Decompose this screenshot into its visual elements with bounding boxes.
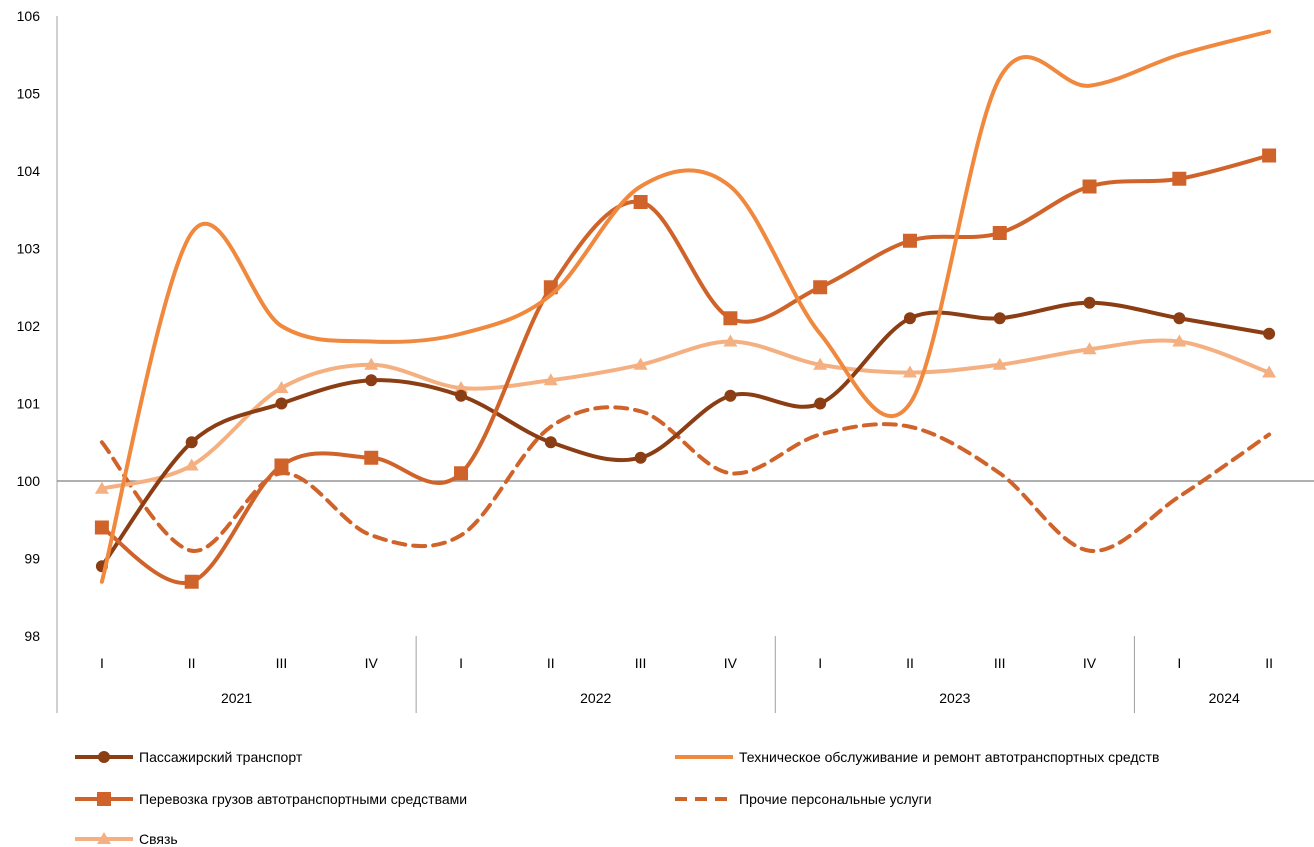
- series-2-point: [454, 466, 469, 481]
- series-4-point: [902, 365, 917, 378]
- y-tick-label: 99: [24, 551, 40, 567]
- y-tick-label: 106: [17, 8, 41, 24]
- series-2-point: [633, 195, 648, 209]
- legend-item: Прочие персональные услуги: [675, 791, 932, 807]
- x-tick-label: II: [906, 655, 914, 671]
- series-1-line: [99, 29, 1272, 584]
- x-tick-label: I: [818, 655, 822, 671]
- legend-item: Перевозка грузов автотранспортными средс…: [75, 791, 467, 807]
- legend-label: Прочие персональные услуги: [739, 791, 932, 807]
- legend-item: Техническое обслуживание и ремонт автотр…: [675, 749, 1159, 765]
- series-2-point: [1082, 179, 1097, 194]
- y-tick-label: 105: [17, 86, 41, 102]
- legend-label: Связь: [139, 831, 178, 847]
- x-year-label: 2022: [580, 690, 611, 706]
- legend-swatch-marker: [97, 832, 111, 844]
- x-tick-label: II: [547, 655, 555, 671]
- x-tick-label: III: [276, 655, 288, 671]
- y-tick-label: 101: [17, 396, 41, 412]
- legend-label: Техническое обслуживание и ремонт автотр…: [739, 749, 1159, 765]
- series-4-point: [1082, 342, 1097, 355]
- x-year-label: 2024: [1209, 690, 1240, 706]
- x-tick-label: I: [459, 655, 463, 671]
- series-2-point: [364, 450, 379, 465]
- x-year-label: 2021: [221, 690, 252, 706]
- series-2-point: [813, 280, 828, 295]
- series-0-point: [903, 312, 916, 325]
- series-4-point: [633, 357, 648, 370]
- legend-label: Перевозка грузов автотранспортными средс…: [139, 791, 467, 807]
- x-tick-label: IV: [365, 655, 379, 671]
- x-tick-label: II: [188, 655, 196, 671]
- x-year-label: 2023: [939, 690, 970, 706]
- x-tick-label: III: [994, 655, 1006, 671]
- legend-swatch-marker: [98, 751, 110, 763]
- series-4-point: [1172, 334, 1187, 347]
- y-tick-label: 100: [17, 473, 41, 489]
- legend-item: Связь: [75, 831, 178, 847]
- x-tick-label: II: [1265, 655, 1273, 671]
- x-tick-label: I: [1177, 655, 1181, 671]
- series-2-point: [992, 226, 1007, 240]
- series-0-point: [1263, 327, 1276, 340]
- series-2-point: [94, 520, 109, 535]
- series-2-point: [1172, 171, 1187, 186]
- series-4-point: [454, 381, 469, 393]
- series-4-point: [1262, 365, 1277, 378]
- series-0-point: [365, 374, 378, 387]
- series-2-point: [723, 311, 738, 326]
- legend-label: Пассажирский транспорт: [139, 749, 303, 765]
- series-0-point: [275, 397, 288, 410]
- y-tick-label: 103: [17, 241, 41, 257]
- series-0-point: [544, 436, 557, 449]
- series-0-point: [993, 312, 1006, 325]
- y-tick-label: 102: [17, 318, 41, 334]
- series-0-point: [634, 451, 647, 464]
- y-tick-label: 98: [24, 628, 40, 644]
- series-0-point: [814, 397, 827, 410]
- series-3-line: [99, 405, 1272, 553]
- series-0-line: [99, 300, 1272, 569]
- legend-swatch-marker: [97, 792, 111, 806]
- series-4-point: [274, 381, 289, 393]
- series-4-point: [94, 481, 109, 494]
- series-2-line: [99, 153, 1272, 585]
- series-4-point: [184, 458, 199, 471]
- series-4-point: [992, 357, 1007, 370]
- series-0-point: [1083, 296, 1096, 309]
- x-tick-label: III: [635, 655, 647, 671]
- series-4-point: [364, 357, 379, 370]
- series-4-point: [723, 334, 738, 347]
- x-tick-label: IV: [1083, 655, 1097, 671]
- series-0-point: [455, 389, 468, 402]
- x-tick-label: I: [100, 655, 104, 671]
- series-2-point: [1262, 148, 1277, 163]
- series-2-point: [184, 574, 199, 589]
- series-0-point: [1173, 312, 1186, 325]
- series-4-point: [813, 357, 828, 370]
- series-4-point: [543, 373, 558, 386]
- x-tick-label: IV: [724, 655, 738, 671]
- series-0-point: [724, 389, 737, 402]
- series-2-point: [274, 458, 289, 473]
- series-0-point: [185, 436, 198, 449]
- y-tick-label: 104: [17, 163, 41, 179]
- legend-item: Пассажирский транспорт: [75, 749, 303, 765]
- series-2-point: [902, 233, 917, 248]
